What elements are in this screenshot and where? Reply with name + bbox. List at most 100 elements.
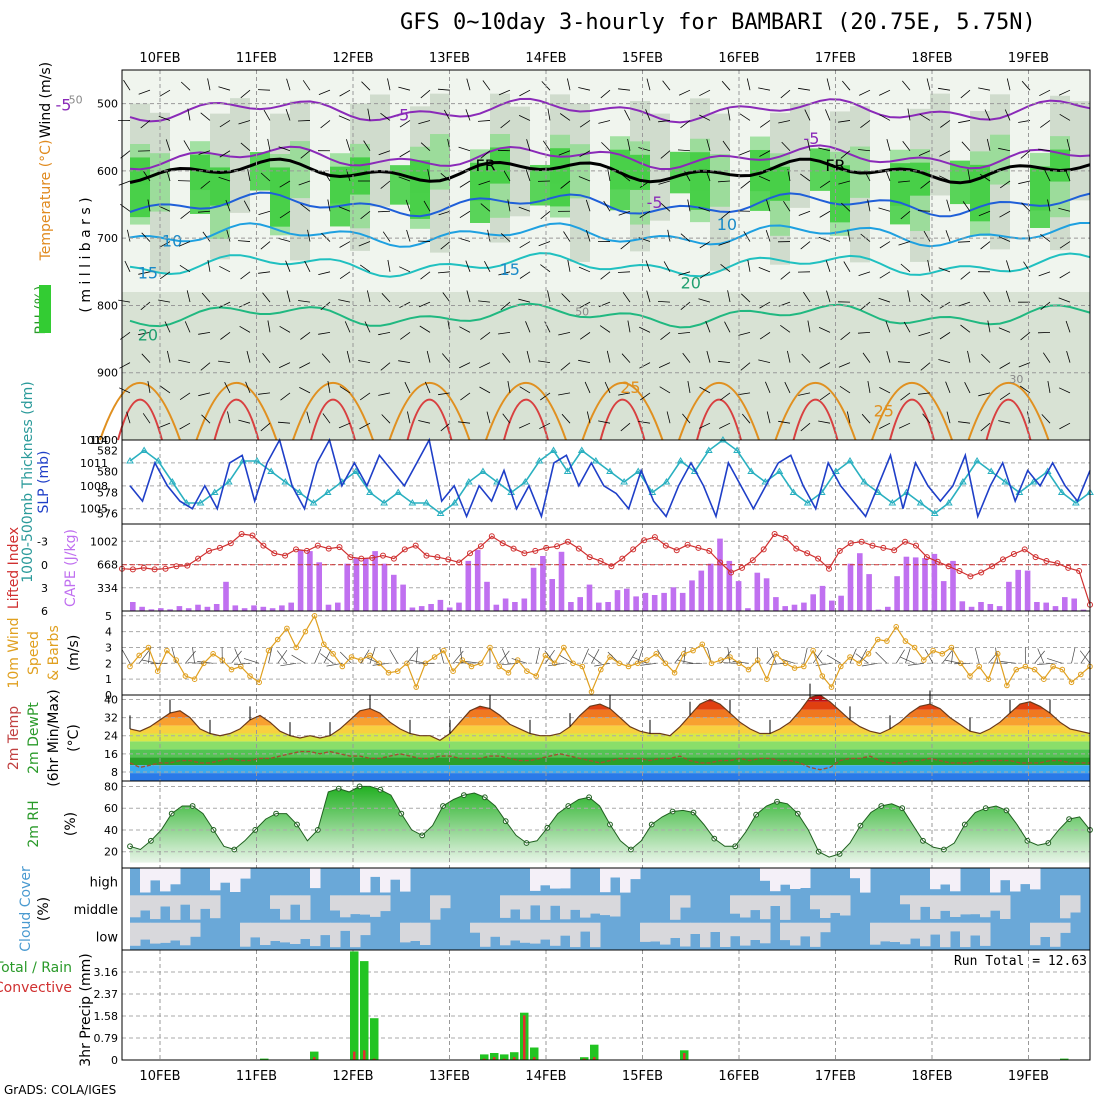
wind-barb [387, 78, 391, 91]
wind-barb [938, 87, 951, 91]
wind-barb [484, 261, 491, 273]
wind-barb [840, 332, 851, 341]
wind-barb [178, 241, 191, 247]
cloud-cell [560, 922, 571, 936]
cape-bar [605, 602, 611, 611]
cape-bar [130, 602, 136, 611]
thickness-marker [634, 467, 643, 474]
wind-barb [957, 241, 971, 243]
wind-barb [986, 138, 991, 151]
rain-bar [1060, 1058, 1069, 1060]
wind-barb [318, 89, 331, 95]
wind-barb [192, 647, 195, 664]
cape-bar [474, 549, 481, 611]
cape-bar [484, 581, 490, 611]
thickness-marker [1057, 488, 1066, 495]
wind-barb [740, 180, 751, 189]
cloud-cover-panel: high middle low Cloud Cover (%) [18, 866, 1091, 952]
wind-barb [219, 301, 231, 308]
isotherm-25 [485, 381, 567, 441]
wind-barb [578, 266, 591, 273]
convective-bar [593, 1057, 596, 1060]
lifted-tick: 6 [41, 605, 48, 618]
cape-bar [530, 567, 537, 611]
isotherm-line [129, 252, 1091, 278]
isotherm-25 [292, 381, 374, 441]
cloud-cell [290, 922, 301, 944]
wind-barb [946, 199, 951, 212]
wind-barb [758, 267, 771, 273]
cloud-cell [550, 868, 561, 889]
cape-bar [185, 608, 192, 611]
wind-barb [452, 650, 464, 664]
wind-barb [769, 648, 777, 664]
wind-barb [618, 392, 631, 396]
bottom-date-label: 14FEB [525, 1069, 566, 1084]
temp-band [130, 765, 1090, 774]
wind-barb [579, 120, 591, 128]
convective-bar [353, 1051, 356, 1060]
cloud-cell [800, 868, 811, 888]
cloud-cell [1000, 895, 1011, 919]
wind-barb [945, 381, 951, 394]
contour-label: 10 [717, 215, 737, 234]
contour-label: -5 [803, 129, 819, 148]
thickness-marker [959, 478, 967, 485]
isotherm-25 [99, 381, 181, 441]
cloud-cell [280, 895, 291, 920]
cloud-cell [160, 922, 171, 943]
wind-barb [1037, 662, 1054, 666]
wind-barb [1018, 180, 1031, 185]
lifted-marker [673, 547, 680, 554]
wind-barb [519, 241, 531, 249]
wind-barb [140, 120, 151, 129]
wind-barb [258, 271, 271, 274]
precip-tick: 3.16 [94, 966, 119, 979]
top-date-label: 14FEB [525, 51, 566, 66]
cloud-cell [470, 922, 481, 933]
wind-barb [547, 108, 551, 121]
cloud-cell [960, 922, 971, 948]
wind-barb [138, 331, 151, 336]
wind-barb [540, 392, 551, 401]
lifted-marker [477, 543, 484, 550]
wind-barb [759, 332, 771, 340]
top-date-label: 12FEB [332, 51, 373, 66]
cape-bar [586, 584, 593, 611]
cape-bar [875, 609, 882, 611]
precip-tick: 2.37 [94, 988, 119, 1001]
thickness-marker [549, 446, 558, 453]
cloud-cell [200, 895, 211, 909]
wind-barb [918, 392, 931, 395]
cape-bar [167, 609, 173, 611]
cloud-cell [170, 895, 181, 920]
wind-barb [738, 392, 751, 396]
wind-barb [765, 381, 771, 394]
wind-barb [159, 241, 171, 248]
wind-barb [818, 327, 831, 333]
temp-band [130, 749, 1090, 758]
wind-barb [202, 231, 211, 242]
slp-axis-label: SLP (mb) [36, 450, 52, 513]
wind-barb [426, 350, 431, 363]
lifted-marker [728, 569, 735, 576]
wind-barb [141, 232, 151, 242]
wind-barb [800, 422, 811, 432]
pressure-tick: 500 [97, 98, 118, 111]
lifted-marker [510, 545, 517, 552]
wind-barb [998, 236, 1011, 242]
wind-barb [645, 109, 651, 121]
cape-bar [251, 605, 257, 611]
lifted-marker [401, 546, 408, 553]
cape-bar [968, 606, 975, 611]
wind-barb [245, 381, 251, 394]
wind-barb [718, 241, 731, 246]
wind-barb [405, 199, 411, 212]
rh-shade [250, 152, 270, 191]
cloud-cell [570, 922, 581, 948]
grads-credit: GrADS: COLA/IGES [4, 1083, 117, 1097]
cloud-cell [440, 895, 451, 909]
wind-barb [258, 392, 271, 395]
wind-barb [1041, 414, 1051, 424]
